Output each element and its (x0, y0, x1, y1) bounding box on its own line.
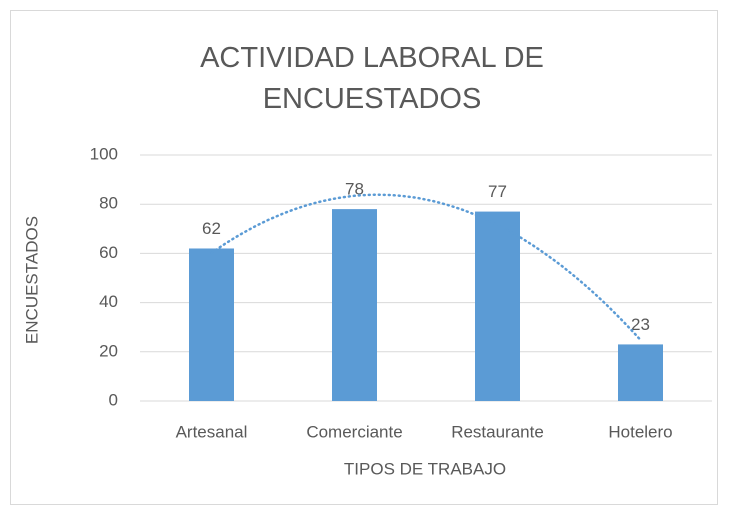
y-tick-label: 60 (99, 243, 118, 262)
y-tick-label: 100 (90, 144, 118, 163)
y-tick-label: 40 (99, 292, 118, 311)
chart-title: ACTIVIDAD LABORAL DE ENCUESTADOS (200, 42, 544, 115)
data-label: 23 (631, 315, 650, 334)
bar (189, 248, 234, 401)
y-axis-label: ENCUESTADOS (22, 216, 41, 344)
x-axis-label: TIPOS DE TRABAJO (344, 459, 506, 478)
x-tick-label: Comerciante (306, 422, 402, 441)
bar (332, 209, 377, 401)
x-tick-label: Restaurante (451, 422, 544, 441)
y-tick-label: 0 (109, 390, 118, 409)
x-tick-label: Artesanal (176, 422, 248, 441)
data-label: 77 (488, 182, 507, 201)
trendline (210, 193, 642, 342)
data-label: 62 (202, 219, 221, 238)
y-tick-label: 20 (99, 341, 118, 360)
data-label: 78 (345, 180, 364, 199)
chart-border (10, 10, 718, 505)
bar (618, 344, 663, 401)
y-tick-label: 80 (99, 194, 118, 213)
bar (475, 211, 520, 401)
x-tick-label: Hotelero (608, 422, 672, 441)
